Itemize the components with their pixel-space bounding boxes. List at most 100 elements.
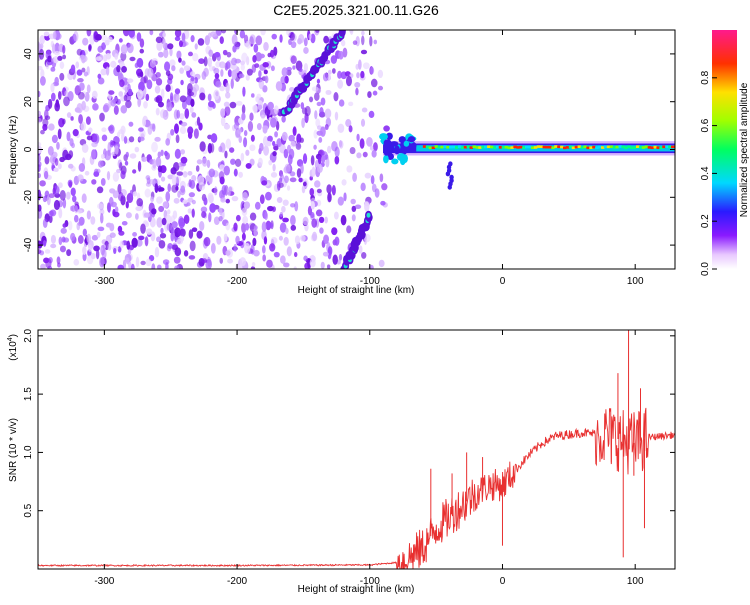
- spectrogram-noise-speck: [229, 101, 237, 109]
- spectrogram-noise-speck: [138, 81, 145, 92]
- spectrogram-carrier-cell: [560, 145, 564, 149]
- spectrogram-noise-speck: [157, 151, 161, 158]
- spectrogram-noise-speck: [86, 210, 92, 220]
- snr-x-ticks: -300 -200 -100 0 100: [94, 330, 644, 587]
- spectrogram-noise-speck: [245, 40, 252, 49]
- spectrogram-noise-speck: [45, 258, 52, 269]
- spectrogram-noise-speck: [183, 65, 191, 72]
- spectrogram-noise-speck: [311, 218, 318, 228]
- spectrogram-carrier-cell: [469, 146, 474, 149]
- spectrogram-noise-speck: [266, 140, 272, 147]
- spectrogram-noise-speck: [220, 69, 224, 77]
- spectrogram-x-tick-label: -100: [360, 276, 380, 287]
- spectrogram-noise-speck: [201, 71, 207, 80]
- spectrogram-noise-speck: [286, 66, 292, 72]
- spectrogram-noise-speck: [118, 38, 123, 43]
- spectrogram-noise-speck: [316, 188, 322, 194]
- spectrogram-noise-speck: [256, 123, 262, 131]
- snr-x-label: Height of straight line (km): [298, 584, 415, 595]
- spectrogram-noise-speck: [360, 182, 366, 192]
- spectrogram-noise-speck: [273, 251, 280, 258]
- spectrogram-noise-speck: [231, 34, 238, 45]
- spectrogram-noise-speck: [170, 167, 177, 175]
- spectrogram-carrier-cell: [618, 145, 622, 148]
- spectrogram-noise-speck: [242, 215, 249, 225]
- spectrogram-noise-speck: [374, 188, 380, 198]
- spectrogram-noise-speck: [196, 230, 203, 239]
- spectrogram-carrier-cell: [592, 145, 596, 149]
- spectrogram-noise-speck: [143, 100, 148, 109]
- spectrogram-noise-speck: [317, 164, 323, 173]
- spectrogram-y-label: Frequency (Hz): [8, 116, 19, 185]
- spectrogram-noise-speck: [302, 181, 307, 187]
- spectrogram-noise-speck: [100, 244, 106, 256]
- spectrogram-noise-speck: [373, 39, 378, 45]
- spectrogram-carrier-cell: [498, 146, 503, 149]
- spectrogram-noise-speck: [201, 258, 208, 264]
- spectrogram-noise-speck: [207, 57, 213, 68]
- spectrogram-noise-speck: [199, 220, 205, 231]
- spectrogram-noise-speck: [86, 233, 92, 244]
- spectrogram-noise-speck: [334, 236, 340, 246]
- spectrogram-carrier-cell: [504, 145, 509, 149]
- spectrogram-noise-speck: [377, 69, 384, 79]
- spectrogram-noise-speck: [251, 262, 256, 267]
- spectrogram-noise-speck: [77, 91, 85, 100]
- spectrogram-noise-speck: [246, 68, 253, 76]
- spectrogram-noise-speck: [249, 144, 256, 152]
- colorbar-tick-label: 0.2: [700, 214, 711, 228]
- spectrogram-noise-speck: [261, 180, 268, 186]
- spectrogram-noise-speck: [125, 151, 129, 158]
- spectrogram-noise-speck: [132, 191, 138, 197]
- spectrogram-noise-speck: [126, 43, 134, 54]
- spectrogram-noise-speck: [332, 254, 338, 265]
- spectrogram-noise-speck: [85, 116, 91, 125]
- spectrogram-noise-speck: [304, 105, 311, 117]
- spectrogram-noise-speck: [346, 165, 353, 173]
- spectrogram-noise-speck: [171, 174, 177, 186]
- spectrogram-noise-speck: [278, 177, 283, 183]
- spectrogram-noise-speck: [334, 155, 340, 165]
- spectrogram-noise-speck: [124, 160, 129, 166]
- spectrogram-carrier-cell: [589, 146, 593, 149]
- spectrogram-carrier-cell: [516, 146, 520, 149]
- spectrogram-noise-speck: [156, 236, 162, 243]
- spectrogram-noise-speck: [164, 61, 171, 72]
- spectrogram-noise-speck: [176, 238, 183, 245]
- spectrogram-noise-speck: [76, 48, 83, 56]
- spectrogram-noise-speck: [231, 57, 238, 66]
- spectrogram-noise-speck: [241, 207, 248, 217]
- spectrogram-noise-speck: [147, 67, 154, 78]
- spectrogram-noise-speck: [324, 216, 328, 224]
- spectrogram-noise-speck: [38, 110, 42, 118]
- spectrogram-noise-speck: [218, 146, 223, 153]
- spectrogram-noise-speck: [84, 170, 90, 176]
- spectrogram-noise-speck: [51, 134, 58, 144]
- spectrogram-noise-speck: [180, 79, 184, 86]
- spectrogram-noise-speck: [338, 140, 343, 148]
- spectrogram-noise-speck: [224, 106, 231, 116]
- spectrogram-noise-speck: [229, 147, 235, 153]
- spectrogram-noise-speck: [383, 125, 390, 132]
- spectrogram-noise-speck: [289, 177, 297, 183]
- spectrogram-noise-speck: [50, 66, 56, 72]
- spectrogram-noise-speck: [187, 126, 194, 135]
- snr-multiplier-exp: 4: [7, 337, 14, 341]
- spectrogram-onset-blob: [398, 136, 406, 143]
- spectrogram-noise-speck: [364, 172, 372, 179]
- spectrogram-noise-speck: [337, 196, 344, 206]
- spectrogram-noise-speck: [165, 70, 171, 77]
- spectrogram-carrier-cell: [621, 145, 625, 149]
- spectrogram-noise-speck: [170, 231, 175, 242]
- spectrogram-noise-speck: [225, 138, 232, 149]
- spectrogram-noise-speck: [245, 149, 250, 156]
- spectrogram-noise-speck: [345, 119, 352, 128]
- spectrogram-noise-speck: [146, 79, 153, 90]
- spectrogram-noise-speck: [145, 93, 150, 102]
- spectrogram-noise-speck: [264, 211, 268, 221]
- spectrogram-noise-speck: [314, 110, 318, 120]
- spectrogram-noise-speck: [219, 36, 224, 44]
- spectrogram-noise-speck: [258, 53, 265, 59]
- spectrogram-noise-speck: [191, 227, 198, 233]
